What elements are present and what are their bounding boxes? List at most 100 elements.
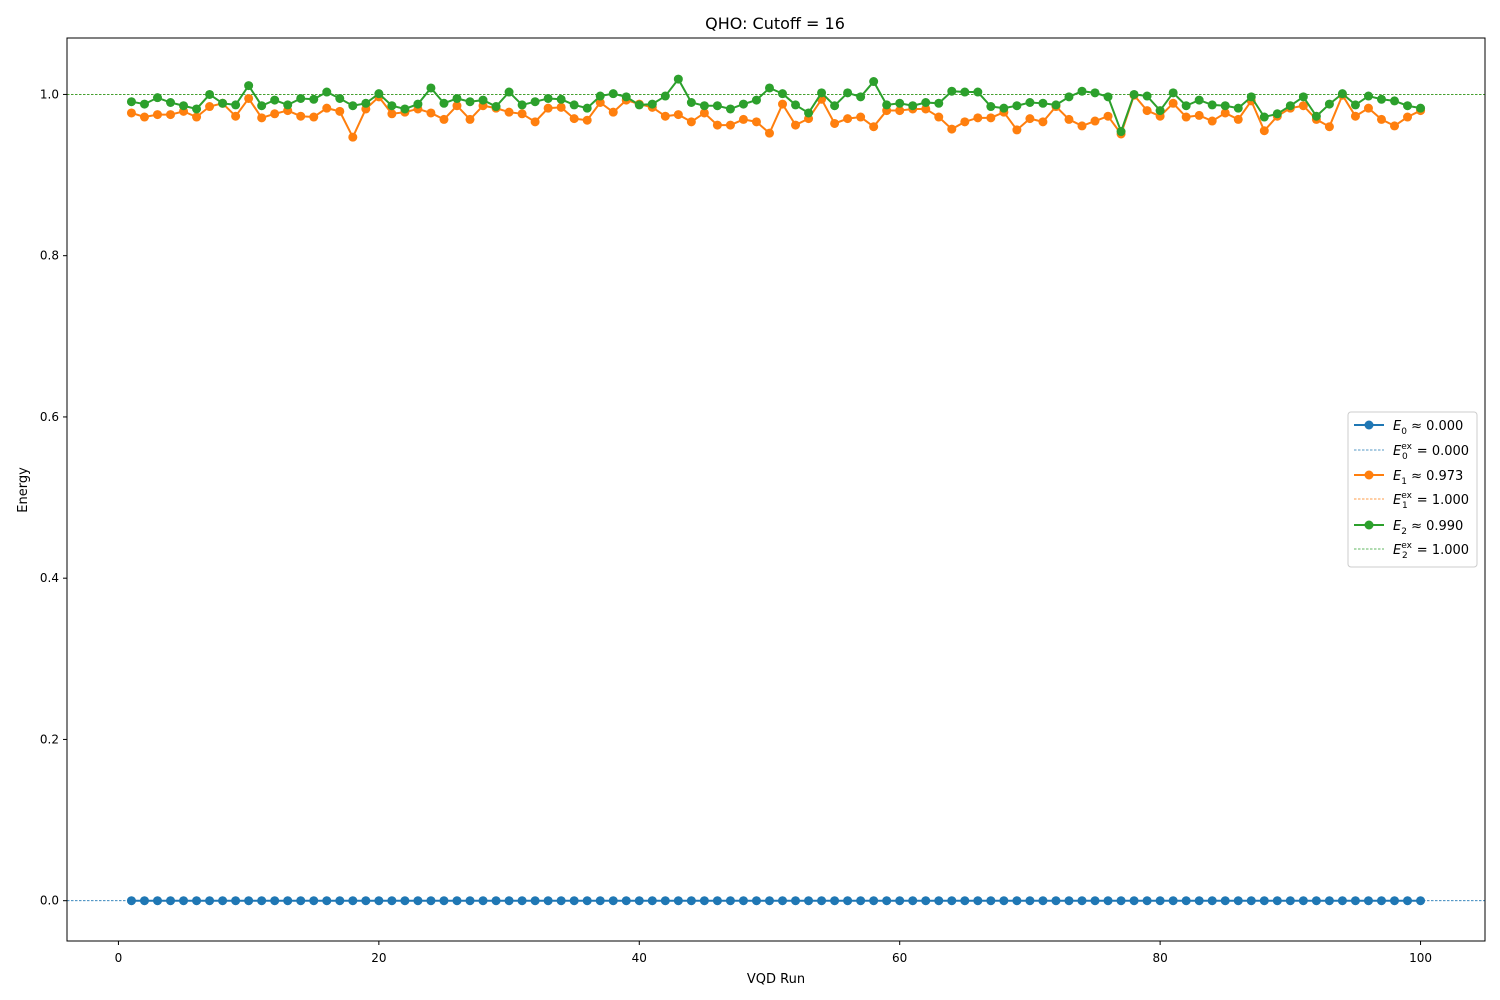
data-point (1103, 111, 1113, 121)
data-point (465, 114, 475, 124)
data-point (882, 896, 892, 906)
legend-entry-exact-1: Eex 1 = 1.000 (1354, 491, 1469, 511)
data-point (1116, 896, 1126, 906)
data-point (1298, 92, 1308, 102)
data-point (1116, 127, 1126, 137)
data-point (712, 101, 722, 111)
data-point (647, 99, 657, 109)
data-point (374, 89, 384, 99)
data-point (1038, 98, 1048, 108)
data-point (582, 896, 592, 906)
data-point (1181, 896, 1191, 906)
y-tick-label: 0.2 (40, 732, 59, 746)
data-point (309, 896, 319, 906)
data-point (530, 117, 540, 127)
data-point (322, 103, 332, 113)
data-point (725, 104, 735, 114)
data-point (322, 896, 332, 906)
data-point (1051, 896, 1061, 906)
data-point (738, 99, 748, 109)
data-point (1272, 896, 1282, 906)
data-point (231, 896, 241, 906)
data-point (257, 113, 267, 123)
data-point (1194, 896, 1204, 906)
data-point (270, 109, 280, 119)
data-point (673, 74, 683, 84)
data-point (738, 114, 748, 124)
x-axis-ticks: 0 20 40 60 80 100 (115, 941, 1432, 965)
data-point (895, 98, 905, 108)
data-point (634, 100, 644, 110)
data-point (1012, 101, 1022, 111)
data-point (361, 98, 371, 108)
data-point (1272, 109, 1282, 119)
data-point (504, 896, 514, 906)
data-point (595, 91, 605, 101)
data-point (621, 896, 631, 906)
data-point (205, 896, 215, 906)
data-point (1220, 108, 1230, 118)
data-point (804, 896, 814, 906)
data-point (1129, 89, 1139, 99)
data-point (504, 87, 514, 97)
data-point (426, 896, 436, 906)
data-point (686, 117, 696, 127)
legend-entry-series-2: E2 ≈ 0.990 (1354, 519, 1463, 537)
data-point (270, 95, 280, 105)
data-point (817, 896, 827, 906)
data-point (1403, 896, 1413, 906)
data-point (152, 110, 162, 120)
data-point (843, 114, 853, 124)
data-point (244, 896, 254, 906)
data-point (934, 112, 944, 122)
data-point (986, 113, 996, 123)
data-point (426, 83, 436, 93)
data-point (1025, 896, 1035, 906)
legend-label: E1 ≈ 0.973 (1393, 469, 1463, 487)
chart-title: QHO: Cutoff = 16 (705, 14, 845, 33)
series-1 (126, 90, 1426, 142)
x-tick-label: 0 (115, 951, 123, 965)
data-point (257, 896, 267, 906)
data-point (309, 94, 319, 104)
data-point (569, 896, 579, 906)
data-point (439, 114, 449, 124)
data-point (1246, 896, 1256, 906)
data-point (778, 896, 788, 906)
data-point (1064, 92, 1074, 102)
data-point (126, 97, 136, 107)
data-point (738, 896, 748, 906)
data-point (179, 896, 189, 906)
data-point (543, 93, 553, 103)
data-point (322, 87, 332, 97)
data-point (608, 107, 618, 117)
series-0 (126, 896, 1426, 906)
legend: E0 ≈ 0.000 Eex 0 = 0.000 E1 ≈ 0.973 Eex 1 = 1… (1347, 411, 1478, 568)
data-point (830, 101, 840, 111)
data-point (764, 128, 774, 138)
plot-frame (66, 37, 1486, 942)
data-point (1038, 896, 1048, 906)
data-point (751, 896, 761, 906)
data-point (1207, 896, 1217, 906)
data-point (1259, 112, 1269, 122)
series-layer (126, 74, 1426, 906)
data-point (960, 896, 970, 906)
data-point (699, 108, 709, 118)
data-point (400, 896, 410, 906)
data-point (999, 103, 1009, 113)
data-point (452, 101, 462, 111)
legend-label: E0 ≈ 0.000 (1393, 419, 1463, 437)
data-point (1416, 896, 1426, 906)
data-point (1390, 121, 1400, 131)
data-point (192, 104, 202, 114)
data-point (374, 896, 384, 906)
data-point (231, 100, 241, 110)
data-point (647, 896, 657, 906)
x-tick-label: 20 (371, 951, 386, 965)
data-point (1025, 98, 1035, 107)
data-point (179, 101, 189, 111)
data-point (569, 100, 579, 110)
data-point (1142, 106, 1152, 116)
data-point (830, 118, 840, 128)
